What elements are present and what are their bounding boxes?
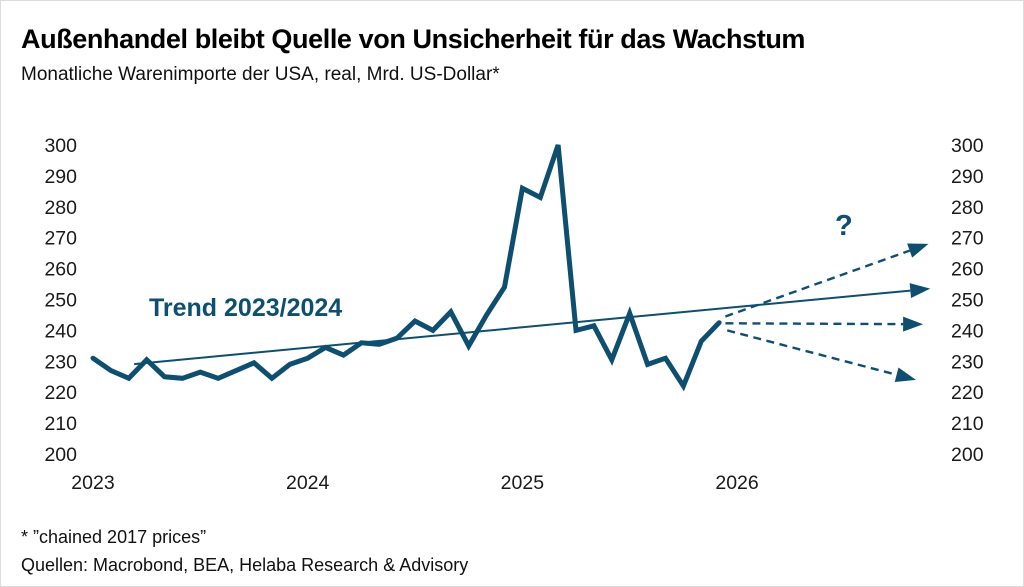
x-axis-label-year: 2026: [715, 472, 758, 494]
y-axis-label-right: 210: [951, 413, 984, 435]
y-axis-label-right: 270: [951, 228, 984, 250]
footnote-chained-prices: * ”chained 2017 prices”: [21, 527, 207, 547]
sources-line: Quellen: Macrobond, BEA, Helaba Research…: [21, 555, 469, 575]
y-axis-label-left: 220: [44, 382, 77, 404]
x-axis-label-year: 2025: [501, 472, 545, 494]
trend-line-shaft: [134, 289, 911, 366]
y-axis-label-left: 270: [44, 228, 77, 250]
y-axis-label-left: 230: [44, 351, 77, 373]
chart-subtitle: Monatliche Warenimporte der USA, real, M…: [21, 64, 500, 85]
scenario-sideways-shaft: [725, 322, 904, 326]
y-axis-label-right: 250: [951, 290, 984, 312]
y-axis-label-right: 260: [951, 259, 984, 281]
y-axis-label-left: 260: [44, 259, 77, 281]
y-axis-label-right: 240: [951, 320, 984, 342]
scenario-downside-arrowhead: [894, 367, 916, 383]
scenario-upside-shaft: [725, 249, 911, 318]
y-axis-label-left: 250: [44, 290, 77, 312]
imports-data-line: [90, 144, 722, 392]
chart-title: Außenhandel bleibt Quelle von Unsicherhe…: [21, 24, 806, 54]
y-axis-label-right: 220: [951, 382, 984, 404]
y-axis-label-left: 300: [44, 135, 77, 157]
y-axis-label-left: 210: [44, 413, 77, 435]
trend-line-arrowhead: [909, 283, 931, 299]
y-axis-label-left: 290: [44, 166, 77, 188]
y-axis-label-right: 290: [951, 166, 984, 188]
scenario-sideways-arrowhead: [903, 316, 924, 332]
x-axis-label-year: 2024: [286, 472, 330, 494]
uncertainty-question-mark: ?: [835, 210, 853, 242]
y-axis-label-left: 240: [44, 320, 77, 342]
y-axis-label-right: 230: [951, 351, 984, 373]
y-axis-label-left: 280: [44, 197, 77, 219]
y-axis-label-right: 200: [951, 444, 984, 466]
scenario-upside-arrowhead: [907, 243, 929, 258]
y-axis-label-left: 200: [44, 444, 77, 466]
y-axis-label-right: 300: [951, 135, 984, 157]
x-axis-label-year: 2023: [71, 472, 114, 494]
y-axis-label-right: 280: [951, 197, 984, 219]
scenario-downside-shaft: [726, 329, 897, 376]
trend-annotation-label: Trend 2023/2024: [149, 294, 343, 322]
